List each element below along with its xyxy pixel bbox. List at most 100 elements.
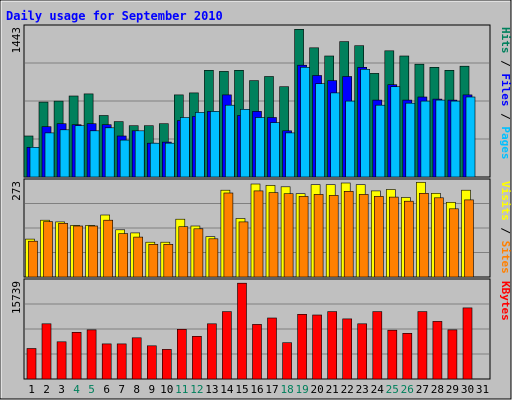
bar-kbytes-day-7 xyxy=(116,343,127,380)
bar-sites-day-20 xyxy=(313,194,324,278)
bar-kbytes-day-15 xyxy=(237,282,247,380)
bar-sites-day-11 xyxy=(178,226,189,278)
bar-sites-day-3 xyxy=(58,223,68,278)
bar-kbytes-day-29 xyxy=(447,329,458,380)
scale-label-hits: 1443 xyxy=(10,27,23,54)
day-label-6: 6 xyxy=(103,383,110,396)
legend-hits: Hits / Files / Pages xyxy=(499,27,512,160)
bar-pages-day-19 xyxy=(300,67,310,178)
bar-pages-day-12 xyxy=(195,112,205,178)
bar-sites-day-5 xyxy=(88,225,98,278)
legend-entry-kbytes: KBytes xyxy=(499,281,512,321)
bar-pages-day-2 xyxy=(44,132,55,178)
bar-sites-day-4 xyxy=(73,225,83,278)
bar-sites-day-27 xyxy=(419,193,429,278)
day-label-26: 26 xyxy=(401,383,414,396)
day-label-21: 21 xyxy=(326,383,339,396)
legend-entry-files: Files xyxy=(499,73,512,106)
bar-sites-day-6 xyxy=(103,219,113,278)
bar-pages-day-14 xyxy=(225,104,235,178)
legend-separator: / xyxy=(499,54,512,74)
bar-sites-day-19 xyxy=(298,196,309,278)
bar-sites-day-7 xyxy=(118,233,128,278)
bar-pages-day-9 xyxy=(150,142,160,178)
bar-pages-day-22 xyxy=(345,100,356,178)
bar-pages-day-29 xyxy=(450,100,461,178)
bar-sites-day-14 xyxy=(223,192,234,278)
day-label-2: 2 xyxy=(43,383,50,396)
bar-kbytes-day-10 xyxy=(162,349,172,380)
bar-kbytes-day-4 xyxy=(71,331,82,380)
bar-kbytes-day-5 xyxy=(86,329,97,380)
day-label-29: 29 xyxy=(446,383,459,396)
bar-kbytes-day-23 xyxy=(357,323,368,380)
bar-sites-day-12 xyxy=(193,228,204,278)
bar-pages-day-27 xyxy=(420,100,431,178)
day-label-15: 15 xyxy=(235,383,248,396)
bar-pages-day-10 xyxy=(165,142,175,178)
day-label-31: 31 xyxy=(476,383,489,396)
bar-sites-day-1 xyxy=(28,240,38,278)
bar-kbytes-day-25 xyxy=(387,329,398,380)
bar-sites-day-10 xyxy=(163,244,174,278)
bar-kbytes-day-27 xyxy=(417,311,428,380)
day-label-17: 17 xyxy=(265,383,278,396)
bar-pages-day-17 xyxy=(270,122,280,178)
bar-kbytes-day-30 xyxy=(462,307,473,380)
bar-kbytes-day-13 xyxy=(207,323,217,380)
chart-title: Daily usage for September 2010 xyxy=(6,9,223,23)
bar-pages-day-8 xyxy=(134,130,145,178)
bar-pages-day-1 xyxy=(29,147,40,178)
bar-kbytes-day-14 xyxy=(222,311,232,380)
legend-entry-sites: Sites xyxy=(499,241,512,274)
day-label-7: 7 xyxy=(118,383,125,396)
scale-label-visits: 273 xyxy=(10,181,23,201)
legend-entry-hits: Hits xyxy=(499,27,512,54)
day-label-24: 24 xyxy=(371,383,385,396)
day-label-4: 4 xyxy=(73,383,80,396)
chart-panels: 1443 Hits / Files / Pages 273 Visits / Site… xyxy=(10,24,512,380)
bar-kbytes-day-1 xyxy=(26,348,37,380)
bar-kbytes-day-16 xyxy=(252,324,262,380)
bar-pages-day-20 xyxy=(315,83,325,178)
bar-sites-day-15 xyxy=(238,221,249,278)
day-label-10: 10 xyxy=(160,383,173,396)
bar-kbytes-day-24 xyxy=(372,311,383,380)
bar-pages-day-7 xyxy=(119,139,130,178)
day-label-12: 12 xyxy=(190,383,203,396)
bar-kbytes-day-20 xyxy=(312,314,322,380)
day-label-25: 25 xyxy=(386,383,399,396)
bar-pages-day-4 xyxy=(74,125,85,178)
bar-pages-day-6 xyxy=(104,127,115,178)
legend-entry-visits: Visits xyxy=(499,181,512,221)
day-label-20: 20 xyxy=(310,383,323,396)
bar-pages-day-28 xyxy=(435,99,446,178)
bar-kbytes-day-9 xyxy=(147,345,157,380)
day-label-3: 3 xyxy=(58,383,65,396)
day-label-1: 1 xyxy=(28,383,35,396)
day-label-18: 18 xyxy=(280,383,293,396)
bar-sites-day-23 xyxy=(358,194,369,278)
day-label-11: 11 xyxy=(175,383,188,396)
bar-kbytes-day-17 xyxy=(267,317,277,380)
panel-kbytes: 15739 KBytes xyxy=(10,278,512,380)
bar-kbytes-day-6 xyxy=(101,343,112,380)
bar-pages-day-16 xyxy=(255,117,265,178)
bar-kbytes-day-22 xyxy=(342,318,353,380)
bar-kbytes-day-19 xyxy=(297,313,307,380)
bar-sites-day-9 xyxy=(148,244,159,278)
bar-pages-day-15 xyxy=(240,109,250,178)
bar-sites-day-16 xyxy=(253,190,264,278)
day-label-30: 30 xyxy=(461,383,474,396)
bar-sites-day-28 xyxy=(434,197,444,278)
day-label-22: 22 xyxy=(341,383,354,396)
legend-kbytes: KBytes xyxy=(499,281,512,321)
bar-pages-day-26 xyxy=(405,102,416,178)
bar-kbytes-day-12 xyxy=(192,335,202,380)
bar-kbytes-day-18 xyxy=(282,342,292,380)
bar-sites-day-25 xyxy=(388,196,399,278)
bar-sites-day-13 xyxy=(208,238,219,278)
legend-separator: / xyxy=(499,107,512,127)
bar-pages-day-30 xyxy=(465,96,476,178)
